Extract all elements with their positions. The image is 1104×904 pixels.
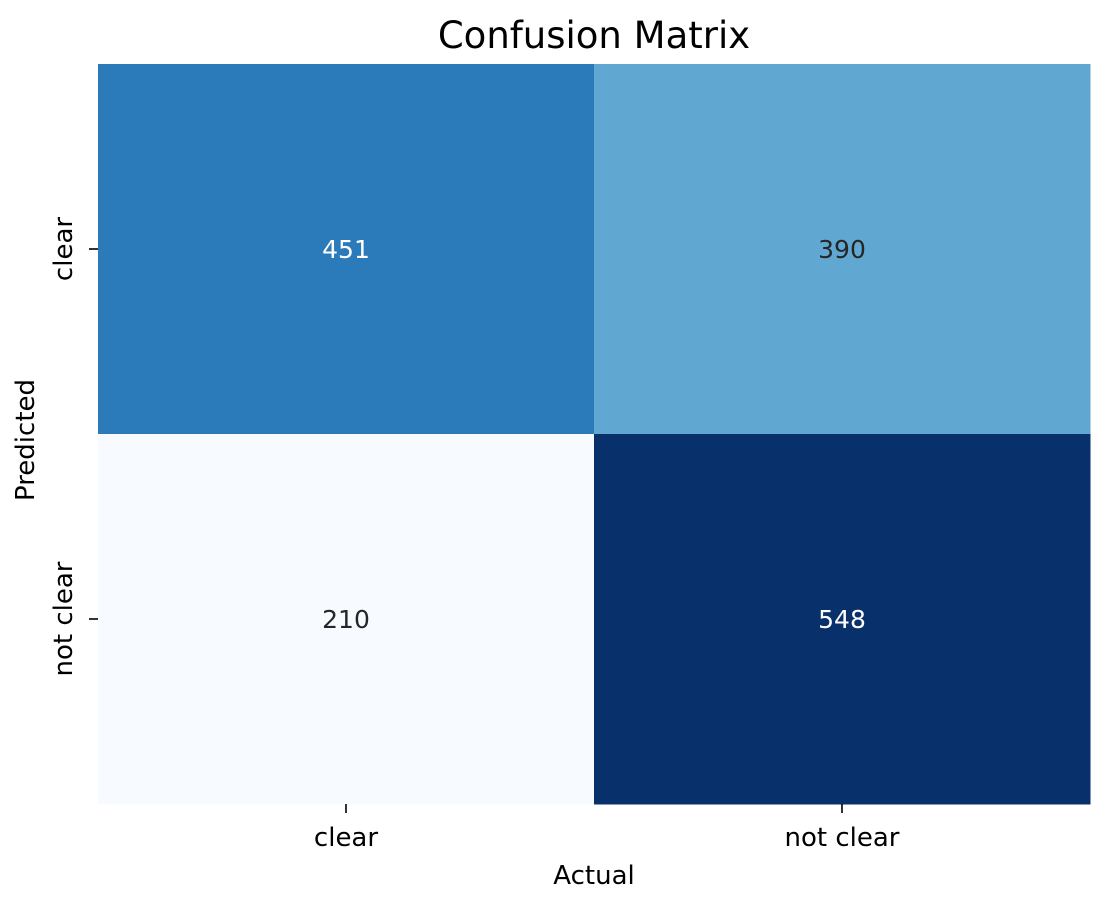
heatmap-cell [594,64,1091,435]
x-tick-label: clear [314,823,378,853]
heatmap-cells: 451 390 210 548 [98,64,1091,805]
y-tick-label: clear [49,217,79,281]
x-axis-label: Actual [553,861,634,891]
heatmap-cell [98,64,595,435]
chart-title: Confusion Matrix [438,14,750,57]
y-tick-label: not clear [49,561,79,676]
y-axis-label: Predicted [11,379,41,501]
cell-value-label: 210 [322,605,370,634]
heatmap-cell [98,434,595,805]
cell-value-label: 548 [818,605,866,634]
x-tick-label: not clear [785,823,900,853]
cell-value-label: 390 [818,235,866,264]
heatmap-cell [594,434,1091,805]
axis-ticks: clear not clear clear not clear [49,217,900,853]
cell-value-label: 451 [322,235,370,264]
